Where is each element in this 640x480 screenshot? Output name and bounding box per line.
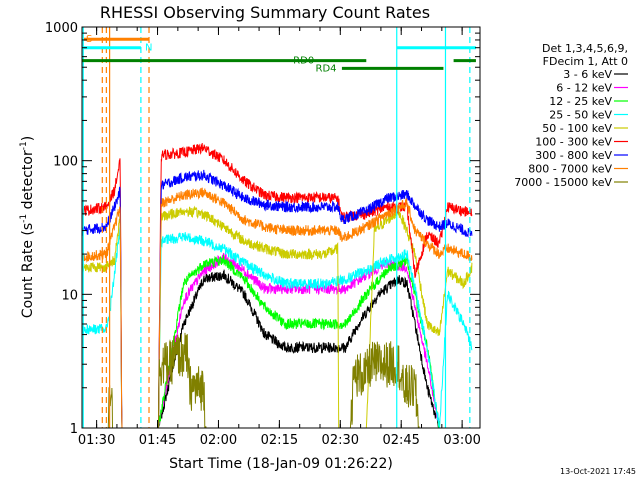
segment-label-rd0: RD0: [293, 56, 314, 67]
x-tick-label: 02:15: [261, 433, 298, 448]
x-axis-ticks: 01:30 01:45 02:00 02:15 02:30 02:45 03:00: [78, 27, 481, 448]
legend-header: FDecim 1, Att 0: [543, 55, 628, 68]
x-tick-label: 01:45: [139, 433, 176, 448]
y-tick-label: 1000: [45, 21, 78, 36]
y-tick-label: 1: [70, 422, 78, 437]
y-axis-label: Count Rate (s-1 detector-1): [19, 136, 36, 318]
legend-entry-label: 800 - 7000 keV: [528, 163, 612, 176]
series-line-12-25-kev: [102, 253, 472, 429]
x-tick-label: 02:00: [200, 433, 237, 448]
legend-header: Det 1,3,4,5,6,9,: [542, 42, 628, 55]
y-tick-label: 100: [53, 155, 78, 170]
plot-frame: [81, 26, 481, 429]
legend-entry-label: 3 - 6 keV: [563, 68, 612, 81]
x-tick-label: 03:00: [443, 433, 480, 448]
x-tick-label: 02:30: [322, 433, 359, 448]
segment-label-rd4: RD4: [316, 63, 337, 74]
data-layer: [81, 142, 473, 429]
legend-entry-label: 12 - 25 keV: [549, 95, 612, 108]
segment-label-n: N: [145, 43, 152, 54]
y-axis-ticks: 1 10 100 1000: [45, 21, 480, 437]
legend: Det 1,3,4,5,6,9,FDecim 1, Att 03 - 6 keV…: [514, 42, 628, 189]
x-tick-label: 02:45: [382, 433, 419, 448]
series-line-3-6-kev: [102, 269, 472, 429]
legend-entry-label: 6 - 12 keV: [556, 82, 612, 95]
chart-title: RHESSI Observing Summary Count Rates: [100, 3, 430, 22]
y-tick-label: 10: [61, 288, 78, 303]
legend-entry-label: 25 - 50 keV: [549, 109, 612, 122]
timestamp: 13-Oct-2021 17:45: [560, 467, 636, 476]
segment-label-s: S: [86, 34, 92, 45]
legend-entry-label: 100 - 300 keV: [535, 136, 612, 149]
x-tick-label: 01:30: [78, 433, 115, 448]
x-axis-label: Start Time (18-Jan-09 01:26:22): [169, 456, 393, 472]
legend-entry-label: 50 - 100 keV: [542, 122, 612, 135]
legend-entry-label: 300 - 800 keV: [535, 149, 612, 162]
legend-entry-label: 7000 - 15000 keV: [514, 176, 612, 189]
